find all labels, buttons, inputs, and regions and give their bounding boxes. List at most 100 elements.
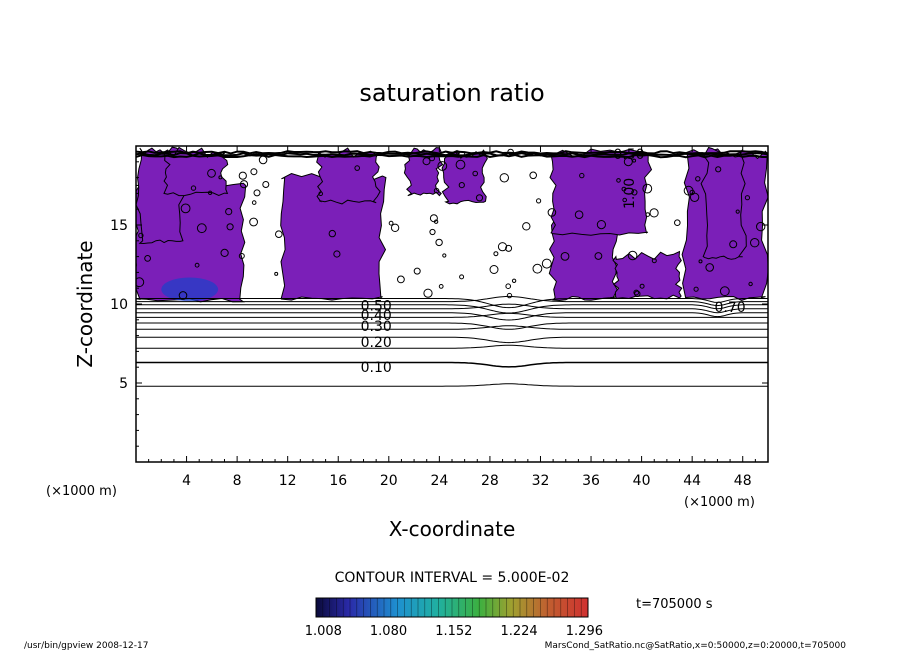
contour-loop: [497, 242, 508, 252]
contour-loop: [574, 210, 584, 219]
contour-label: 0.10: [361, 360, 392, 376]
contour-line: [136, 303, 768, 314]
contour-loop: [238, 171, 247, 180]
contour-loop: [225, 208, 233, 216]
contour-loop: [506, 292, 513, 299]
contour-label: 0.20: [361, 335, 392, 351]
contour-line: [136, 336, 768, 344]
contour-loop: [207, 168, 216, 178]
contour-loop: [258, 155, 268, 165]
contour-loop: [541, 258, 552, 269]
x-unit-label-right: (×1000 m): [684, 495, 755, 510]
contour-loop: [505, 283, 512, 290]
contour-loop: [622, 197, 628, 203]
footer-source: MarsCond_SatRatio.nc@SatRatio,x=0:50000,…: [544, 641, 846, 651]
contour-line: [136, 312, 768, 318]
contour-loop: [218, 175, 223, 180]
contour-loop: [438, 284, 444, 289]
x-tick-label: 32: [532, 473, 550, 489]
contour-loop: [437, 161, 448, 171]
contour-loop: [413, 267, 421, 275]
contour-loop: [207, 190, 213, 196]
contour-line: [136, 325, 768, 330]
colorbar-tick-label: 1.152: [435, 624, 472, 639]
contour-loop: [390, 223, 400, 233]
contour-loop: [744, 195, 751, 201]
colorbar-tick-label: 1.224: [500, 624, 537, 639]
contour-loop: [397, 275, 405, 284]
x-tick-label: 4: [182, 473, 191, 489]
x-tick-label: 20: [380, 473, 398, 489]
contour-loop: [251, 200, 257, 205]
contour-loop: [547, 208, 557, 217]
high-ratio-core: [161, 277, 219, 302]
y-tick-label: 5: [119, 376, 128, 392]
contour-loop: [705, 263, 715, 272]
contour-loop: [354, 165, 361, 171]
contour-loop: [472, 170, 479, 177]
colorbar-tick-label: 1.296: [566, 624, 603, 639]
contour-label: 0.40: [361, 308, 392, 324]
contour-loop: [756, 221, 766, 232]
contour-interval-text: CONTOUR INTERVAL = 5.000E-02: [335, 570, 570, 586]
contour-loop: [529, 171, 538, 180]
contour-loop: [489, 265, 499, 274]
contour-label: 1.00: [622, 178, 638, 209]
contour-loop: [253, 189, 261, 197]
contour-loop: [220, 248, 229, 257]
contour-loop: [693, 286, 699, 292]
contour-loop: [748, 281, 753, 287]
contour-loop: [435, 238, 443, 247]
colorbar-tick-label: 1.008: [305, 624, 342, 639]
y-tick-label: 10: [110, 297, 128, 313]
x-tick-label: 48: [734, 473, 752, 489]
x-tick-label: 24: [430, 473, 448, 489]
y-tick-label: 15: [110, 218, 128, 234]
contour-loop: [194, 262, 200, 268]
x-tick-label: 36: [582, 473, 600, 489]
top-contour-band: [136, 150, 768, 155]
colorbar-tick-label: 1.080: [370, 624, 407, 639]
contour-line: [136, 361, 768, 368]
contour-loop: [433, 219, 439, 224]
contour-loop: [429, 228, 436, 236]
contour-loop: [596, 220, 607, 230]
y-axis-label: Z-coordinate: [73, 240, 97, 367]
contour-loop: [594, 252, 603, 260]
chart-title: saturation ratio: [359, 79, 544, 107]
contour-label: 0.70: [715, 300, 746, 316]
contour-loop: [499, 173, 509, 183]
contour-loop: [180, 203, 191, 214]
contour-loop: [250, 168, 258, 176]
contour-loop: [511, 278, 517, 283]
contour-loop: [226, 223, 234, 231]
contour-loop: [262, 181, 270, 188]
contour-loop: [729, 240, 738, 249]
contour-loop: [639, 283, 645, 289]
contour-loop: [423, 288, 433, 298]
contour-loop: [633, 289, 640, 296]
contour-label: 0.50: [613, 147, 644, 163]
contour-line: [136, 322, 768, 330]
contour-loop: [433, 187, 440, 194]
contour-loop: [522, 222, 531, 231]
x-tick-label: 16: [329, 473, 347, 489]
contour-loop: [275, 230, 283, 238]
contour-loop: [475, 194, 484, 202]
contour-loop: [631, 189, 638, 196]
contour-loop: [136, 277, 145, 288]
contour-loop: [560, 252, 570, 261]
x-tick-label: 12: [279, 473, 297, 489]
contour-loop: [190, 185, 197, 191]
contour-loop: [442, 253, 447, 258]
time-label: t=705000 s: [636, 597, 713, 612]
contour-loop: [249, 217, 259, 227]
contour-loop: [429, 214, 438, 223]
x-unit-label-left: (×1000 m): [46, 484, 117, 499]
contour-loop: [196, 223, 207, 234]
supersaturated-region: [612, 250, 683, 300]
contour-line: [136, 312, 768, 321]
contour-loop: [695, 176, 701, 182]
contour-loop: [649, 208, 659, 218]
contour-label: 0.30: [361, 319, 392, 335]
